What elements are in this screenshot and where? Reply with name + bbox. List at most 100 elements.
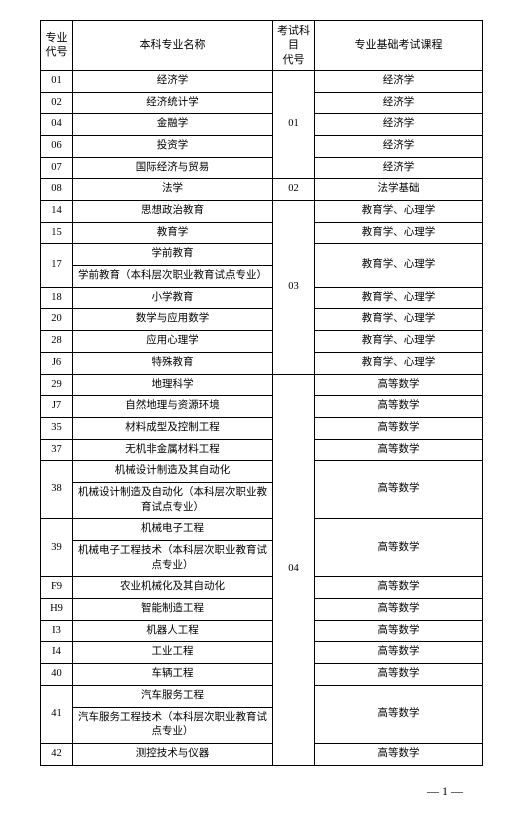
header-major: 本科专业名称 [73,21,273,71]
exam-code-cell: 04 [273,374,315,765]
course-cell: 教育学、心理学 [315,352,483,374]
major-cell: 金融学 [73,114,273,136]
table-row: 37无机非金属材料工程高等数学 [41,439,483,461]
code-cell: J6 [41,352,73,374]
code-cell: 37 [41,439,73,461]
major-cell: 应用心理学 [73,331,273,353]
major-cell: 工业工程 [73,642,273,664]
major-cell: 数学与应用数学 [73,309,273,331]
course-cell: 经济学 [315,70,483,92]
course-cell: 教育学、心理学 [315,331,483,353]
table-row: 38机械设计制造及其自动化高等数学 [41,461,483,483]
course-cell: 高等数学 [315,664,483,686]
table-row: 01经济学01经济学 [41,70,483,92]
table-row: 35材料成型及控制工程高等数学 [41,417,483,439]
course-cell: 高等数学 [315,599,483,621]
major-cell: 思想政治教育 [73,201,273,223]
major-cell: 学前教育（本科层次职业教育试点专业） [73,266,273,288]
course-cell: 法学基础 [315,179,483,201]
course-cell: 高等数学 [315,743,483,765]
major-cell: 国际经济与贸易 [73,157,273,179]
major-cell: 法学 [73,179,273,201]
course-cell: 教育学、心理学 [315,222,483,244]
code-cell: I4 [41,642,73,664]
course-cell: 经济学 [315,114,483,136]
major-cell: 特殊教育 [73,352,273,374]
header-course: 专业基础考试课程 [315,21,483,71]
course-cell: 教育学、心理学 [315,201,483,223]
major-cell: 材料成型及控制工程 [73,417,273,439]
course-cell: 高等数学 [315,519,483,577]
major-cell: 农业机械化及其自动化 [73,577,273,599]
exam-code-cell: 01 [273,70,315,178]
code-cell: 08 [41,179,73,201]
code-cell: H9 [41,599,73,621]
major-cell: 投资学 [73,135,273,157]
code-cell: 15 [41,222,73,244]
table-row: 28应用心理学 教育学、心理学 [41,331,483,353]
code-cell: 38 [41,461,73,519]
course-cell: 教育学、心理学 [315,287,483,309]
table-row: 41汽车服务工程高等数学 [41,685,483,707]
course-cell: 经济学 [315,92,483,114]
table-row: 08法学02法学基础 [41,179,483,201]
code-cell: 42 [41,743,73,765]
major-cell: 经济统计学 [73,92,273,114]
major-cell: 机械电子工程技术（本科层次职业教育试点专业） [73,541,273,577]
course-cell: 高等数学 [315,461,483,519]
table-row: 18小学教育 教育学、心理学 [41,287,483,309]
table-row: 42测控技术与仪器高等数学 [41,743,483,765]
course-cell: 高等数学 [315,685,483,743]
page-number: — 1 — [40,784,483,799]
code-cell: 39 [41,519,73,577]
header-code: 专业代号 [41,21,73,71]
code-cell: 17 [41,244,73,287]
course-cell: 高等数学 [315,374,483,396]
table-row: 06投资学 经济学 [41,135,483,157]
code-cell: 40 [41,664,73,686]
code-cell: 01 [41,70,73,92]
code-cell: 18 [41,287,73,309]
major-cell: 汽车服务工程 [73,685,273,707]
code-cell: 07 [41,157,73,179]
table-row: J6特殊教育 教育学、心理学 [41,352,483,374]
table-row: 39机械电子工程高等数学 [41,519,483,541]
table-row: 17学前教育教育学、心理学 [41,244,483,266]
table-row: 04金融学 经济学 [41,114,483,136]
table-row: 15教育学 教育学、心理学 [41,222,483,244]
code-cell: 28 [41,331,73,353]
course-cell: 高等数学 [315,396,483,418]
header-exam: 考试科目代号 [273,21,315,71]
major-cell: 机械设计制造及自动化（本科层次职业教育试点专业） [73,482,273,518]
code-cell: I3 [41,620,73,642]
course-cell: 高等数学 [315,439,483,461]
course-cell: 教育学、心理学 [315,244,483,287]
major-cell: 机械设计制造及其自动化 [73,461,273,483]
course-cell: 经济学 [315,157,483,179]
major-cell: 经济学 [73,70,273,92]
course-cell: 高等数学 [315,577,483,599]
major-cell: 车辆工程 [73,664,273,686]
major-cell: 小学教育 [73,287,273,309]
course-cell: 高等数学 [315,620,483,642]
curriculum-table: 专业代号 本科专业名称 考试科目代号 专业基础考试课程 01经济学01经济学02… [40,20,483,766]
code-cell: 29 [41,374,73,396]
code-cell: F9 [41,577,73,599]
table-row: 29地理科学04高等数学 [41,374,483,396]
major-cell: 学前教育 [73,244,273,266]
major-cell: 自然地理与资源环境 [73,396,273,418]
table-row: I3机器人工程 高等数学 [41,620,483,642]
major-cell: 汽车服务工程技术（本科层次职业教育试点专业） [73,707,273,743]
major-cell: 机器人工程 [73,620,273,642]
table-row: 20数学与应用数学教育学、心理学 [41,309,483,331]
code-cell: 06 [41,135,73,157]
code-cell: 20 [41,309,73,331]
exam-code-cell: 02 [273,179,315,201]
major-cell: 地理科学 [73,374,273,396]
table-row: F9农业机械化及其自动化 高等数学 [41,577,483,599]
major-cell: 教育学 [73,222,273,244]
course-cell: 经济学 [315,135,483,157]
code-cell: 04 [41,114,73,136]
code-cell: 41 [41,685,73,743]
table-row: 40车辆工程 高等数学 [41,664,483,686]
